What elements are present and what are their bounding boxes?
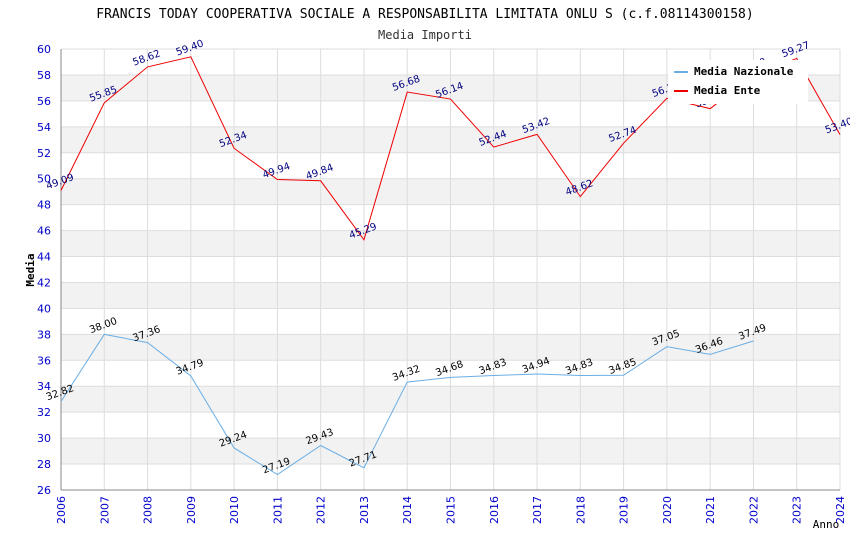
data-label-media-ente: 59.27 — [781, 40, 812, 60]
x-axis-title: Anno — [813, 518, 840, 531]
y-tick-label: 30 — [37, 432, 51, 445]
data-label-media-nazionale: 38.00 — [88, 316, 119, 336]
chart-title: FRANCIS TODAY COOPERATIVA SOCIALE A RESP… — [96, 7, 753, 22]
x-tick-label: 2007 — [98, 496, 111, 524]
data-label-media-ente: 49.94 — [261, 161, 292, 181]
x-tick-label: 2017 — [531, 496, 544, 524]
x-tick-label: 2023 — [791, 496, 804, 524]
x-tick-label: 2016 — [488, 496, 501, 524]
y-tick-label: 36 — [37, 354, 51, 367]
axes — [60, 49, 840, 491]
grid-lines — [60, 48, 841, 491]
x-tick-label: 2022 — [747, 496, 760, 524]
x-axis-ticks: 2006 2007 2008 2009 2010 2011 2012 2013 2014 2015… — [55, 496, 847, 524]
data-label-media-nazionale: 34.68 — [434, 359, 465, 379]
x-tick-label: 2020 — [661, 496, 674, 524]
x-tick-label: 2011 — [271, 496, 284, 524]
y-tick-label: 52 — [37, 147, 51, 160]
y-tick-label: 58 — [37, 69, 51, 82]
y-tick-label: 32 — [37, 406, 51, 419]
x-tick-label: 2019 — [618, 496, 631, 524]
y-tick-label: 54 — [37, 121, 51, 134]
x-tick-label: 2015 — [445, 496, 458, 524]
x-tick-label: 2012 — [315, 496, 328, 524]
y-tick-label: 46 — [37, 225, 51, 238]
x-tick-label: 2021 — [704, 496, 717, 524]
y-tick-label: 38 — [37, 328, 51, 341]
y-axis-ticks: 26 28 30 32 34 36 38 40 42 44 46 48 50 52 54 56 58 60 — [37, 43, 51, 497]
legend-background — [668, 60, 808, 104]
y-tick-label: 44 — [37, 251, 51, 264]
y-tick-label: 60 — [37, 43, 51, 56]
y-tick-label: 28 — [37, 458, 51, 471]
legend-label-media-ente: Media Ente — [694, 84, 761, 97]
y-tick-label: 26 — [37, 484, 51, 497]
x-tick-label: 2010 — [228, 496, 241, 524]
y-tick-label: 34 — [37, 380, 51, 393]
x-tick-label: 2024 — [834, 496, 847, 524]
y-tick-label: 42 — [37, 276, 51, 289]
x-tick-label: 2009 — [185, 496, 198, 524]
x-tick-label: 2013 — [358, 496, 371, 524]
y-tick-label: 40 — [37, 302, 51, 315]
y-tick-label: 48 — [37, 199, 51, 212]
x-tick-label: 2018 — [574, 496, 587, 524]
x-tick-label: 2014 — [401, 496, 414, 524]
y-axis-title: Media — [24, 253, 37, 286]
chart-subtitle: Media Importi — [378, 28, 472, 42]
data-label-media-ente: 58.62 — [131, 48, 162, 68]
legend-label-media-nazionale: Media Nazionale — [694, 65, 794, 78]
data-label-media-ente: 59.40 — [175, 38, 206, 58]
y-tick-label: 50 — [37, 173, 51, 186]
series-line-media-nazionale — [60, 333, 754, 476]
y-tick-label: 56 — [37, 95, 51, 108]
legend: Media Nazionale Media Ente — [668, 60, 808, 104]
series-line-media-ente — [60, 56, 841, 241]
x-tick-label: 2008 — [142, 496, 155, 524]
x-tick-label: 2006 — [55, 496, 68, 524]
series-lines — [60, 56, 841, 476]
